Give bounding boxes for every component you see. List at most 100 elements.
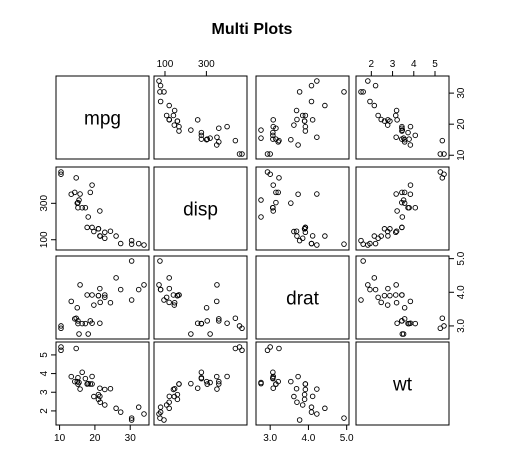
data-point [273,189,279,196]
data-point [216,125,222,131]
data-point [107,299,114,306]
data-point [401,305,408,311]
panel-mpg-vs-drat [255,75,350,160]
panel-disp-vs-mpg [55,166,150,251]
data-point [176,292,182,298]
data-point [314,242,320,248]
data-point [393,191,399,197]
tick-label-wt: 5 [39,352,50,358]
data-point [113,405,119,412]
data-point [107,228,114,234]
data-point [258,127,264,133]
data-point [399,128,405,134]
data-point [302,386,309,393]
data-point [258,135,264,141]
data-point [166,299,172,306]
data-point [128,237,135,244]
tick-label-drat: 4.0 [456,285,467,299]
data-point [407,320,414,326]
tick-label-drat: 3.0 [263,433,277,444]
tick-label-disp: 300 [198,59,215,70]
data-point [401,200,408,206]
data-point [385,285,391,292]
data-point [171,122,178,128]
data-point [75,381,81,387]
data-point [358,237,364,244]
data-point [407,182,414,188]
data-point [91,228,97,235]
data-point [392,112,399,119]
panel-frame [255,166,350,251]
data-point [224,320,230,326]
data-point [84,292,90,298]
data-point [171,299,178,306]
data-point [406,204,412,211]
panel-wt-vs-mpg [55,341,150,426]
variable-label-mpg: mpg [84,109,121,130]
data-point [405,129,411,136]
data-point [203,136,210,143]
data-point [82,320,89,327]
data-point [314,191,320,197]
data-point [236,323,243,329]
data-point [214,386,220,392]
data-point [156,282,162,288]
data-point [302,112,309,119]
data-point [302,128,309,134]
data-point [77,386,83,392]
data-point [302,381,309,387]
data-point [341,89,347,95]
tick-label-wt: 2 [39,408,50,414]
data-point [439,175,446,181]
data-point [381,292,388,299]
panel-disp-vs-wt [355,166,450,251]
data-point [224,373,230,380]
data-point [276,345,282,352]
data-point [198,129,205,136]
diagonal-panel-disp: disp [153,166,248,251]
data-point [188,127,194,133]
data-point [75,199,81,206]
data-point [296,417,303,423]
data-point [58,344,64,350]
data-point [270,132,276,139]
data-point [97,208,103,214]
data-point [117,240,124,247]
data-point [91,393,97,400]
data-point [87,189,94,196]
data-point [308,409,315,415]
panel-frame [355,341,450,426]
diagonal-panel-wt: wt [355,341,450,426]
data-point [128,241,135,247]
data-point [117,286,124,293]
data-point [270,117,276,123]
data-point [198,320,205,327]
data-point [68,298,74,305]
data-point [367,240,373,247]
data-point [264,347,271,354]
data-point [216,378,222,385]
data-point [273,136,279,142]
data-point [188,380,194,387]
data-point [412,132,419,139]
data-point [399,136,405,142]
data-point [224,123,230,130]
data-point [176,381,182,387]
tick-label-disp: 100 [39,231,50,248]
data-point [128,415,135,421]
data-point [95,292,102,299]
data-point [203,378,210,385]
data-point [299,112,306,119]
data-point [308,98,315,105]
tick-label-wt: 4 [411,59,417,70]
data-point [166,117,173,123]
data-point [294,399,300,405]
data-point [102,235,108,242]
data-point [267,171,273,177]
data-point [294,233,300,239]
data-point [97,299,103,306]
data-point [378,299,384,306]
variable-label-drat: drat [286,289,319,310]
data-point [276,175,282,181]
data-point [157,286,164,293]
